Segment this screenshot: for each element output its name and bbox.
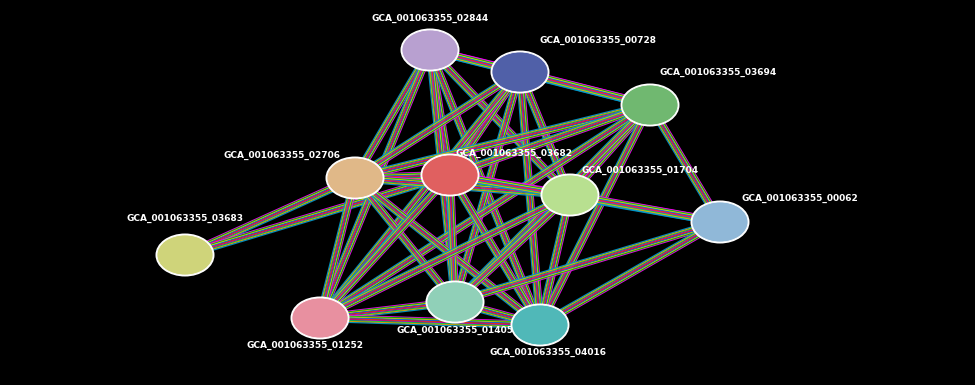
Ellipse shape — [420, 154, 480, 196]
Text: GCA_001063355_03694: GCA_001063355_03694 — [660, 67, 777, 77]
Ellipse shape — [155, 233, 214, 276]
Text: GCA_001063355_00062: GCA_001063355_00062 — [742, 193, 859, 203]
Ellipse shape — [492, 52, 548, 92]
Ellipse shape — [327, 158, 383, 198]
Text: GCA_001063355_01252: GCA_001063355_01252 — [247, 340, 364, 350]
Ellipse shape — [692, 202, 748, 242]
Text: GCA_001063355_03683: GCA_001063355_03683 — [127, 213, 244, 223]
Text: GCA_001063355_01405: GCA_001063355_01405 — [397, 325, 514, 335]
Text: GCA_001063355_02844: GCA_001063355_02844 — [371, 13, 488, 23]
Text: GCA_001063355_03682: GCA_001063355_03682 — [455, 149, 572, 157]
Ellipse shape — [427, 282, 483, 322]
Ellipse shape — [690, 201, 750, 243]
Ellipse shape — [622, 85, 678, 125]
Ellipse shape — [490, 50, 550, 94]
Ellipse shape — [157, 235, 213, 275]
Ellipse shape — [542, 175, 598, 215]
Text: GCA_001063355_04016: GCA_001063355_04016 — [489, 347, 606, 357]
Ellipse shape — [620, 84, 680, 127]
Ellipse shape — [326, 156, 384, 199]
Ellipse shape — [402, 30, 458, 70]
Text: GCA_001063355_01704: GCA_001063355_01704 — [582, 166, 699, 174]
Ellipse shape — [511, 303, 569, 346]
Ellipse shape — [422, 155, 478, 195]
Text: GCA_001063355_00728: GCA_001063355_00728 — [540, 35, 657, 45]
Ellipse shape — [512, 305, 568, 345]
Ellipse shape — [292, 298, 348, 338]
Ellipse shape — [540, 174, 600, 216]
Text: GCA_001063355_02706: GCA_001063355_02706 — [223, 151, 340, 159]
Ellipse shape — [291, 296, 349, 340]
Ellipse shape — [425, 281, 485, 323]
Ellipse shape — [401, 28, 459, 72]
